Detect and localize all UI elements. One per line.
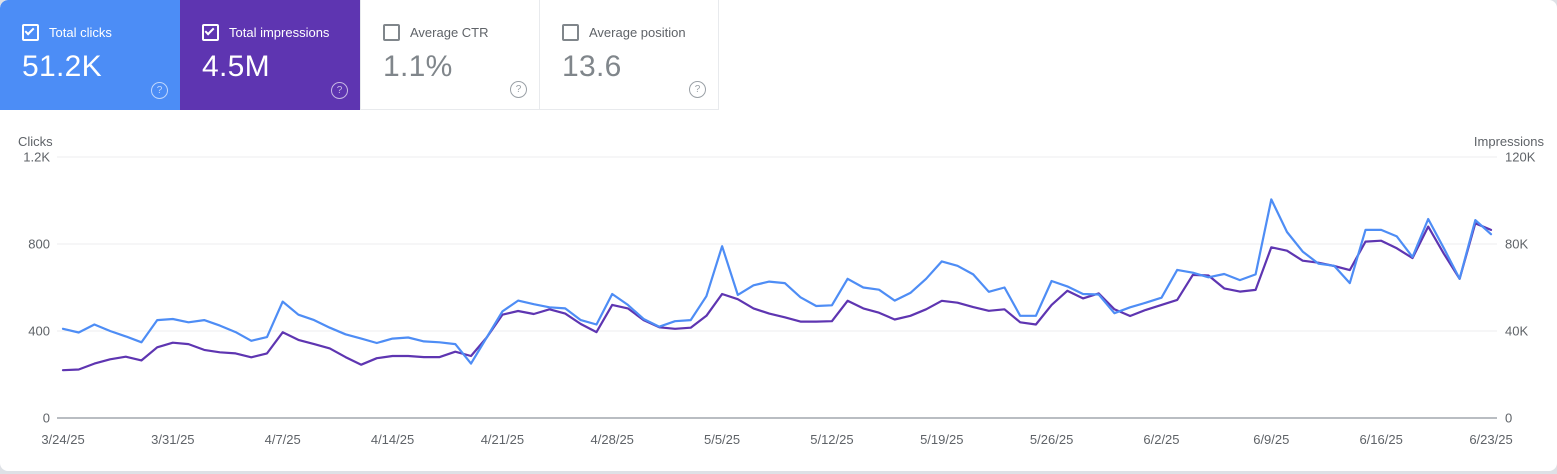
impressions-line — [61, 222, 1493, 372]
average-position-value: 13.6 — [562, 50, 622, 83]
metric-label: Total clicks — [49, 25, 112, 40]
average-ctr-checkbox[interactable] — [383, 24, 400, 41]
total-impressions-header: Total impressions — [202, 24, 360, 41]
total-clicks-header: Total clicks — [22, 24, 180, 41]
help-icon[interactable]: ? — [331, 82, 348, 99]
help-icon[interactable]: ? — [689, 81, 706, 98]
x-axis-tick: 6/16/25 — [1359, 432, 1402, 447]
x-axis-tick: 5/5/25 — [704, 432, 740, 447]
checkmark-icon — [24, 25, 35, 36]
right-axis-title: Impressions — [1474, 134, 1545, 149]
help-icon[interactable]: ? — [510, 81, 527, 98]
left-axis-tick: 800 — [28, 237, 50, 252]
total-clicks-value: 51.2K — [22, 50, 102, 83]
average-position-header: Average position — [562, 24, 718, 41]
average-ctr-header: Average CTR — [383, 24, 539, 41]
x-axis-tick: 6/23/25 — [1469, 432, 1512, 447]
total-impressions-value: 4.5M — [202, 50, 270, 83]
x-axis-tick: 5/19/25 — [920, 432, 963, 447]
x-axis-tick: 4/14/25 — [371, 432, 414, 447]
total-clicks-card[interactable]: Total clicks 51.2K ? — [0, 0, 180, 110]
x-axis-tick: 4/28/25 — [591, 432, 634, 447]
left-axis-tick: 0 — [43, 411, 50, 426]
total-clicks-checkbox[interactable] — [22, 24, 39, 41]
right-axis-tick: 40K — [1505, 324, 1528, 339]
x-axis-tick: 3/31/25 — [151, 432, 194, 447]
x-axis-tick: 5/12/25 — [810, 432, 853, 447]
x-axis-tick: 4/7/25 — [265, 432, 301, 447]
x-axis-tick: 3/24/25 — [41, 432, 84, 447]
metric-label: Total impressions — [229, 25, 330, 40]
performance-chart: 1.2K 120K 800 80K 400 40K 0 0 Clicks Impressions 3… — [18, 134, 1545, 447]
total-impressions-checkbox[interactable] — [202, 24, 219, 41]
right-axis-tick: 0 — [1505, 411, 1512, 426]
right-axis-tick: 80K — [1505, 237, 1528, 252]
metric-cards-row: Total clicks 51.2K ? Total impressions 4… — [0, 0, 719, 110]
metric-label: Average position — [589, 25, 686, 40]
clicks-impressions-chart: 1.2K 120K 800 80K 400 40K 0 0 Clicks Impressions 3… — [0, 129, 1557, 471]
average-position-card[interactable]: Average position 13.6 ? — [539, 0, 719, 110]
x-axis-tick: 6/9/25 — [1253, 432, 1289, 447]
left-axis-tick: 1.2K — [23, 150, 50, 165]
total-impressions-card[interactable]: Total impressions 4.5M ? — [180, 0, 360, 110]
clicks-line — [61, 198, 1493, 365]
left-axis-tick: 400 — [28, 324, 50, 339]
average-position-checkbox[interactable] — [562, 24, 579, 41]
x-axis-tick: 6/2/25 — [1143, 432, 1179, 447]
x-axis-tick: 4/21/25 — [481, 432, 524, 447]
checkmark-icon — [204, 25, 215, 36]
average-ctr-card[interactable]: Average CTR 1.1% ? — [360, 0, 540, 110]
right-axis-tick: 120K — [1505, 150, 1536, 165]
x-axis-tick: 5/26/25 — [1030, 432, 1073, 447]
metric-label: Average CTR — [410, 25, 489, 40]
left-axis-title: Clicks — [18, 134, 53, 149]
average-ctr-value: 1.1% — [383, 50, 453, 83]
help-icon[interactable]: ? — [151, 82, 168, 99]
